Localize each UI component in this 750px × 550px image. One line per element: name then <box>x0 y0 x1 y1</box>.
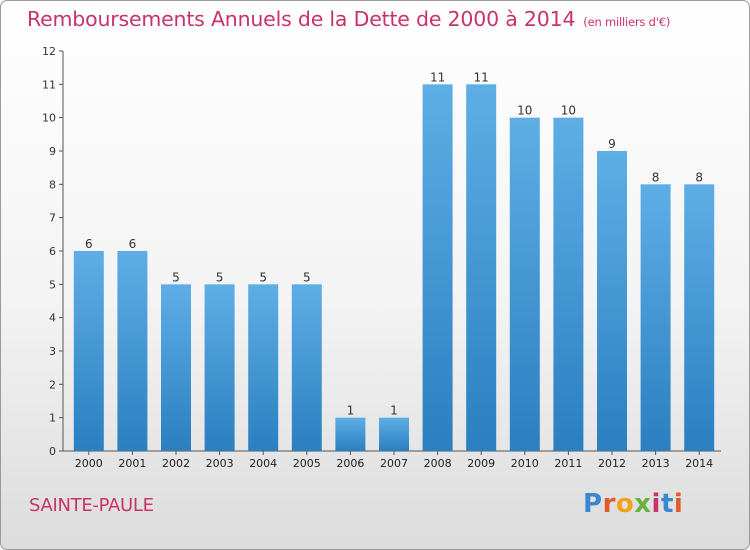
y-tick-label: 4 <box>49 312 56 325</box>
chart-title: Remboursements Annuels de la Dette de 20… <box>27 7 670 31</box>
bar <box>204 284 235 451</box>
y-tick-label: 9 <box>49 145 56 158</box>
bar <box>335 417 366 451</box>
y-tick-label: 2 <box>49 378 56 391</box>
bar <box>379 417 409 451</box>
bar-value-label: 8 <box>695 170 703 184</box>
bar-value-label: 6 <box>129 237 137 251</box>
x-tick-label: 2001 <box>118 457 146 470</box>
bar <box>466 84 497 451</box>
bar <box>117 251 148 451</box>
y-tick-label: 1 <box>49 412 56 425</box>
x-tick-label: 2013 <box>642 457 670 470</box>
bar <box>509 117 540 452</box>
y-tick-label: 10 <box>42 112 56 125</box>
y-tick-label: 6 <box>49 245 56 258</box>
chart-title-text: Remboursements Annuels de la Dette de 20… <box>27 7 576 31</box>
logo-letter: o <box>615 489 635 519</box>
x-tick-label: 2012 <box>598 457 626 470</box>
y-tick-label: 0 <box>49 445 56 458</box>
commune-name: SAINTE-PAULE <box>29 495 154 516</box>
logo-letter: i <box>651 489 661 519</box>
x-tick-label: 2011 <box>554 457 582 470</box>
chart-unit-note: (en milliers d'€) <box>583 15 671 29</box>
x-tick-label: 2006 <box>336 457 364 470</box>
bar <box>161 284 191 451</box>
x-tick-label: 2003 <box>206 457 234 470</box>
logo-letter: t <box>660 489 674 519</box>
x-tick-label: 2004 <box>249 457 277 470</box>
x-tick-label: 2010 <box>511 457 539 470</box>
y-tick-label: 3 <box>49 345 56 358</box>
bar <box>248 284 279 451</box>
x-tick-label: 2009 <box>467 457 495 470</box>
y-tick-label: 8 <box>49 178 56 191</box>
bar-value-label: 8 <box>652 170 660 184</box>
y-tick-label: 5 <box>49 278 56 291</box>
y-tick-label: 7 <box>49 212 56 225</box>
logo-letter: P <box>583 489 603 519</box>
bar <box>422 84 453 451</box>
bar-value-label: 6 <box>85 237 93 251</box>
bar-value-label: 9 <box>608 137 616 151</box>
bar <box>73 251 104 451</box>
bar-value-label: 5 <box>172 270 180 284</box>
x-tick-label: 2005 <box>293 457 321 470</box>
x-tick-label: 2014 <box>685 457 713 470</box>
bar-value-label: 10 <box>561 104 576 118</box>
x-tick-label: 2008 <box>424 457 452 470</box>
bar <box>684 184 715 452</box>
bar-value-label: 1 <box>347 404 355 418</box>
bar-value-label: 5 <box>259 270 267 284</box>
bar-value-label: 11 <box>430 70 445 84</box>
x-tick-label: 2002 <box>162 457 190 470</box>
bar-value-label: 10 <box>517 104 532 118</box>
x-tick-label: 2007 <box>380 457 408 470</box>
logo-letter: i <box>673 489 684 519</box>
bar-value-label: 5 <box>303 270 311 284</box>
y-tick-label: 12 <box>42 45 56 58</box>
bar-value-label: 11 <box>474 70 489 84</box>
bar-value-label: 5 <box>216 270 224 284</box>
proxiti-logo[interactable]: Proxiti <box>583 489 683 519</box>
bar <box>553 117 584 452</box>
logo-letter: r <box>602 489 616 519</box>
bar <box>597 151 627 451</box>
y-tick-label: 11 <box>42 78 56 91</box>
bar-value-label: 1 <box>390 404 398 418</box>
logo-letter: x <box>634 489 652 519</box>
bar <box>291 284 322 451</box>
bar <box>640 184 671 452</box>
x-tick-label: 2000 <box>75 457 103 470</box>
